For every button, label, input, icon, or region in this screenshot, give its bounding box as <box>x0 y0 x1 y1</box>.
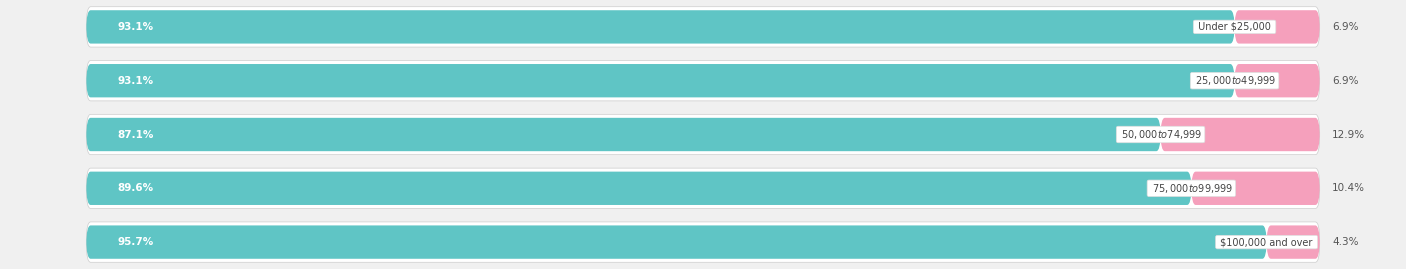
Text: Under $25,000: Under $25,000 <box>1195 22 1274 32</box>
Text: 6.9%: 6.9% <box>1331 22 1358 32</box>
FancyBboxPatch shape <box>86 168 1320 208</box>
Text: $50,000 to $74,999: $50,000 to $74,999 <box>1118 128 1204 141</box>
FancyBboxPatch shape <box>86 172 1191 205</box>
FancyBboxPatch shape <box>1234 64 1320 97</box>
Text: 95.7%: 95.7% <box>117 237 153 247</box>
FancyBboxPatch shape <box>86 10 1234 44</box>
FancyBboxPatch shape <box>86 114 1320 155</box>
Text: $100,000 and over: $100,000 and over <box>1218 237 1316 247</box>
FancyBboxPatch shape <box>86 118 1160 151</box>
Text: $25,000 to $49,999: $25,000 to $49,999 <box>1192 74 1277 87</box>
Text: 93.1%: 93.1% <box>117 22 153 32</box>
FancyBboxPatch shape <box>1191 172 1320 205</box>
FancyBboxPatch shape <box>86 225 1267 259</box>
Text: 89.6%: 89.6% <box>117 183 153 193</box>
Text: 4.3%: 4.3% <box>1331 237 1358 247</box>
Text: $75,000 to $99,999: $75,000 to $99,999 <box>1149 182 1234 195</box>
FancyBboxPatch shape <box>1267 225 1320 259</box>
Text: 87.1%: 87.1% <box>117 129 153 140</box>
Text: 93.1%: 93.1% <box>117 76 153 86</box>
FancyBboxPatch shape <box>1160 118 1320 151</box>
Text: 12.9%: 12.9% <box>1331 129 1365 140</box>
FancyBboxPatch shape <box>86 222 1320 262</box>
FancyBboxPatch shape <box>86 64 1234 97</box>
FancyBboxPatch shape <box>86 7 1320 47</box>
Text: 6.9%: 6.9% <box>1331 76 1358 86</box>
FancyBboxPatch shape <box>86 61 1320 101</box>
FancyBboxPatch shape <box>1234 10 1320 44</box>
Text: 10.4%: 10.4% <box>1331 183 1365 193</box>
